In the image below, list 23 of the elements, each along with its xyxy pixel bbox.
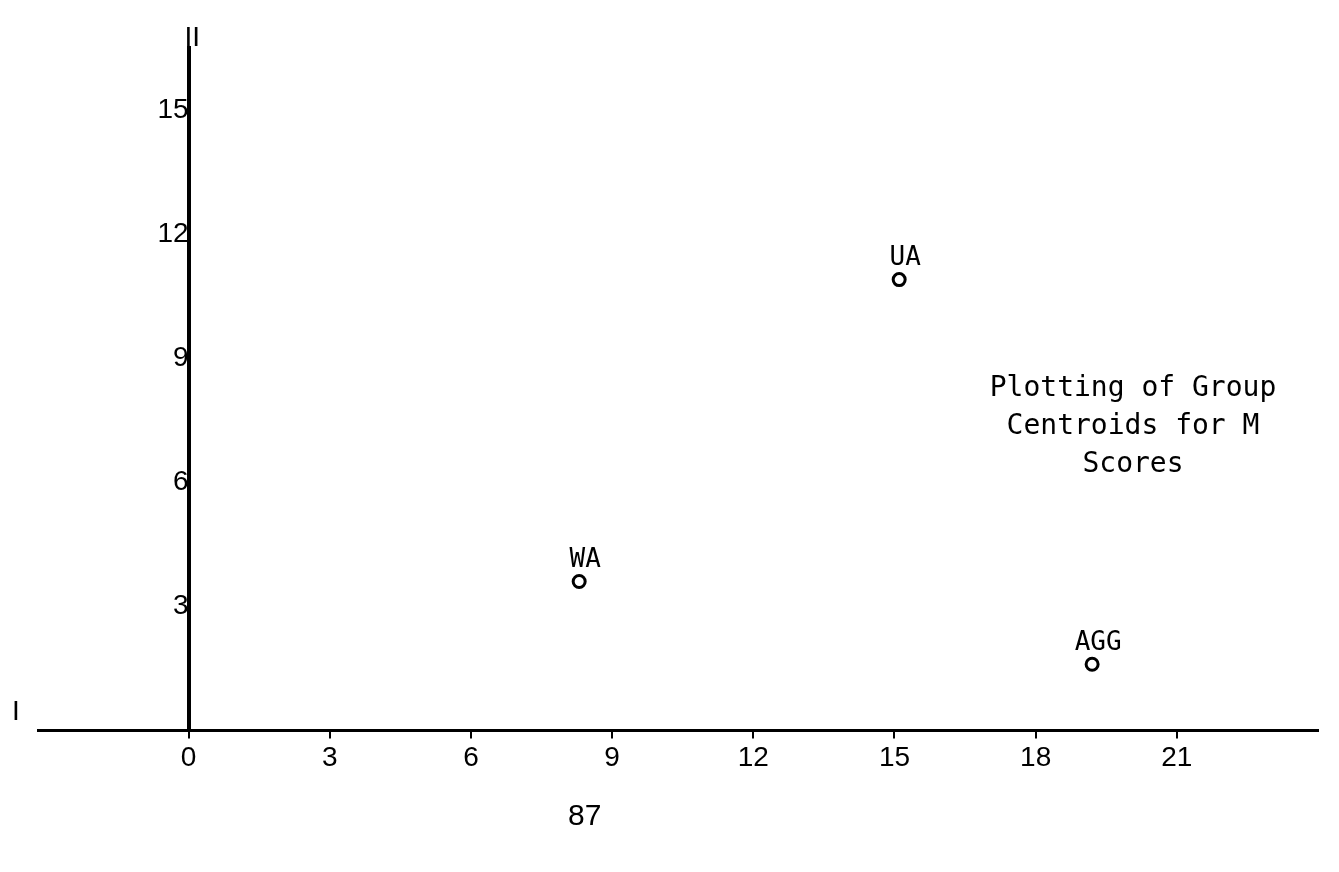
- x-tick-label: 18: [1020, 740, 1052, 772]
- text: Plotting of Group Centroids for M Scores: [988, 369, 1278, 481]
- text: 87: [568, 798, 602, 832]
- y-axis-title: II: [184, 20, 201, 52]
- x-tick-label: 15: [878, 740, 911, 772]
- y-tick-label: 9: [173, 340, 189, 372]
- point: [891, 272, 907, 288]
- x-tick-label: 12: [737, 740, 769, 772]
- y-tick-label: 12: [157, 216, 189, 248]
- series-label: AGG: [1074, 625, 1122, 656]
- x-tick-label: 3: [321, 740, 338, 772]
- y-tick-label: 3: [173, 589, 189, 621]
- series-label: UA: [889, 241, 922, 272]
- series-label: WA: [569, 543, 602, 574]
- y-tick-label: 6: [173, 464, 189, 496]
- point: [571, 574, 587, 590]
- x-axis-title: I: [12, 695, 20, 727]
- x-tick-label: 6: [463, 740, 479, 772]
- point: [1084, 656, 1100, 672]
- x-tick-label: 21: [1161, 740, 1193, 772]
- y-tick-label: 15: [157, 92, 189, 124]
- x-tick-label: 9: [604, 740, 620, 772]
- x-tick-label: 0: [180, 740, 197, 772]
